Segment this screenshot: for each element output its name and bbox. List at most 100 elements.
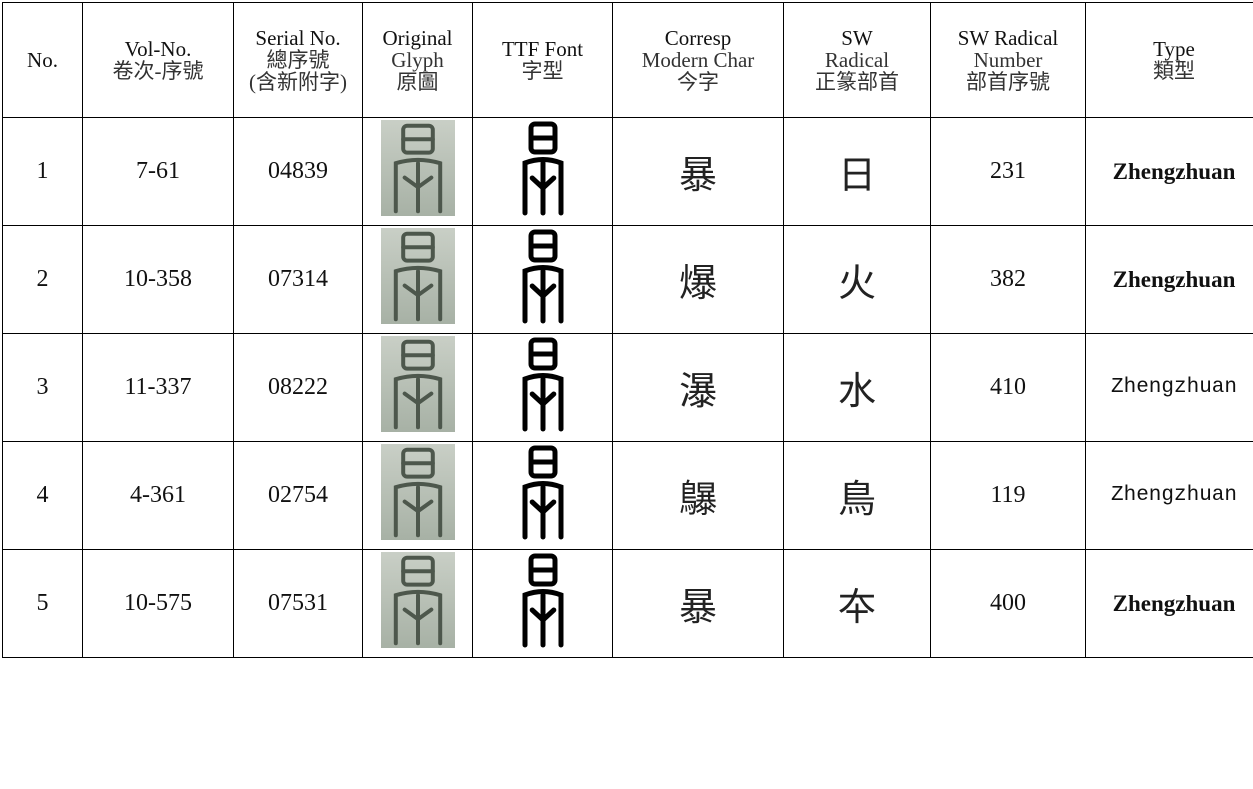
- cell: Zhengzhuan: [1085, 225, 1253, 334]
- cell: 夲: [783, 549, 931, 658]
- cell: 07531: [233, 549, 363, 658]
- ttf-glyph-cell: [472, 441, 613, 550]
- header-line: 字型: [521, 59, 564, 83]
- header-row: No. Vol-No. 卷次-序號 Serial No. 總序號 (含新附字) Origin…: [2, 2, 1253, 118]
- original-glyph-image: [380, 228, 455, 324]
- cell: 08222: [233, 333, 363, 442]
- original-glyph-cell: [362, 549, 473, 658]
- table-body: 1 7-61 04839 暴日 231 Zhengzhuan 2 10-358 07314 爆…: [2, 117, 1253, 658]
- header-line: (含新附字): [249, 70, 347, 94]
- header-line: 類型: [1153, 59, 1195, 83]
- header-line: TTF Font: [501, 37, 584, 61]
- header-line: Number: [973, 48, 1043, 72]
- header-line: SW Radical: [957, 26, 1059, 50]
- cell: 日: [783, 117, 931, 226]
- original-glyph-cell: [362, 117, 473, 226]
- original-glyph-image: [380, 552, 455, 648]
- ttf-glyph: [513, 226, 573, 326]
- header-cell: No.: [2, 2, 83, 118]
- table-row: 5 10-575 07531 暴夲 400 Zhengzhuan: [2, 549, 1253, 658]
- ttf-glyph: [513, 550, 573, 650]
- header-line: Serial No.: [255, 26, 341, 50]
- ttf-glyph-cell: [472, 333, 613, 442]
- cell: 瀑: [612, 333, 784, 442]
- cell: 4: [2, 441, 83, 550]
- original-glyph-cell: [362, 333, 473, 442]
- cell: 10-575: [82, 549, 234, 658]
- cell: 119: [930, 441, 1086, 550]
- header-cell: TTF Font 字型: [472, 2, 613, 118]
- glyph-table: No. Vol-No. 卷次-序號 Serial No. 總序號 (含新附字) Origin…: [2, 2, 1253, 658]
- cell: 鳥: [783, 441, 931, 550]
- cell: 2: [2, 225, 83, 334]
- cell: Zhengzhuan: [1085, 441, 1253, 550]
- header-cell: Original Glyph 原圖: [362, 2, 473, 118]
- header-line: No.: [27, 48, 58, 72]
- cell: 火: [783, 225, 931, 334]
- header-line: Glyph: [391, 48, 444, 72]
- table-row: 2 10-358 07314 爆火 382 Zhengzhuan: [2, 225, 1253, 334]
- seal-glyph: [393, 339, 442, 430]
- seal-glyph: [522, 229, 563, 324]
- header-line: SW: [841, 26, 873, 50]
- ttf-glyph-cell: [472, 225, 613, 334]
- table-row: 3 11-337 08222 瀑水 410 Zhengzhuan: [2, 333, 1253, 442]
- header-cell: Serial No. 總序號 (含新附字): [233, 2, 363, 118]
- seal-glyph: [522, 121, 563, 216]
- header-cell: Vol-No. 卷次-序號: [82, 2, 234, 118]
- header-line: Vol-No.: [124, 37, 192, 61]
- header-cell: SW Radical 正篆部首: [783, 2, 931, 118]
- cell: 鸔: [612, 441, 784, 550]
- original-glyph-image: [380, 120, 455, 216]
- ttf-glyph: [513, 334, 573, 434]
- seal-glyph: [522, 337, 563, 432]
- cell: 1: [2, 117, 83, 226]
- header-line: Original: [382, 26, 453, 50]
- seal-glyph: [393, 123, 442, 214]
- ttf-glyph-cell: [472, 117, 613, 226]
- header-line: Modern Char: [641, 48, 755, 72]
- ttf-glyph: [513, 118, 573, 218]
- header-line: 正篆部首: [815, 70, 899, 94]
- table-row: 4 4-361 02754 鸔鳥 119 Zhengzhuan: [2, 441, 1253, 550]
- seal-glyph: [393, 555, 442, 646]
- cell: 爆: [612, 225, 784, 334]
- cell: Zhengzhuan: [1085, 333, 1253, 442]
- header-line: 部首序號: [966, 70, 1050, 94]
- cell: 410: [930, 333, 1086, 442]
- cell: 02754: [233, 441, 363, 550]
- cell: Zhengzhuan: [1085, 549, 1253, 658]
- cell: 11-337: [82, 333, 234, 442]
- header-line: 今字: [677, 70, 719, 94]
- cell: 10-358: [82, 225, 234, 334]
- cell: 400: [930, 549, 1086, 658]
- header-cell: Type 類型: [1085, 2, 1253, 118]
- cell: 07314: [233, 225, 363, 334]
- cell: 04839: [233, 117, 363, 226]
- seal-glyph: [393, 231, 442, 322]
- seal-glyph: [522, 553, 563, 648]
- table-head: No. Vol-No. 卷次-序號 Serial No. 總序號 (含新附字) Origin…: [2, 2, 1253, 118]
- header-cell: SW Radical Number 部首序號: [930, 2, 1086, 118]
- original-glyph-cell: [362, 225, 473, 334]
- seal-glyph: [522, 445, 563, 540]
- header-line: 總序號: [266, 48, 330, 72]
- cell: 暴: [612, 549, 784, 658]
- cell: 暴: [612, 117, 784, 226]
- cell: 4-361: [82, 441, 234, 550]
- cell: 7-61: [82, 117, 234, 226]
- header-line: 卷次-序號: [112, 59, 204, 83]
- cell: 382: [930, 225, 1086, 334]
- ttf-glyph: [513, 442, 573, 542]
- header-line: Radical: [824, 48, 890, 72]
- header-line: 原圖: [396, 70, 439, 94]
- cell: Zhengzhuan: [1085, 117, 1253, 226]
- cell: 5: [2, 549, 83, 658]
- seal-glyph: [393, 447, 442, 538]
- original-glyph-image: [380, 444, 455, 540]
- cell: 231: [930, 117, 1086, 226]
- header-line: Corresp: [664, 26, 732, 50]
- cell: 水: [783, 333, 931, 442]
